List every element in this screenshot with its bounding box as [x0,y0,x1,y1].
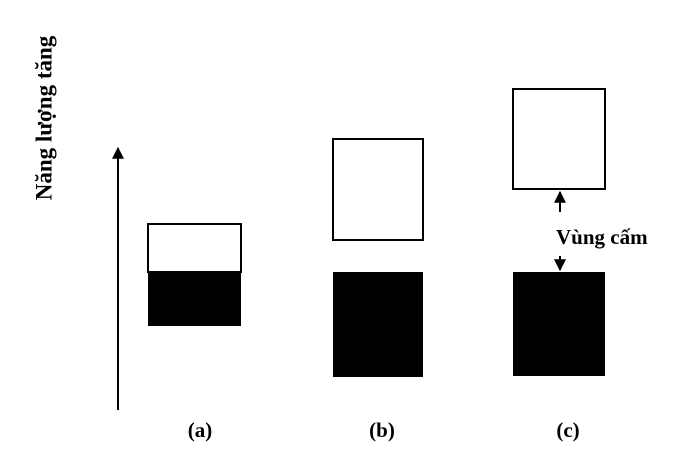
panel-label: (b) [369,418,395,442]
gap-label: Vùng cấm [556,225,648,249]
panel-label: (c) [556,418,579,442]
conduction-band [332,138,424,241]
valence-band [148,272,241,326]
valence-band [333,272,423,377]
axis-label: Năng lượng tăng [31,35,56,200]
panel-label: (a) [188,418,213,442]
conduction-band [147,223,242,273]
valence-band [513,272,605,376]
conduction-band [512,88,606,190]
